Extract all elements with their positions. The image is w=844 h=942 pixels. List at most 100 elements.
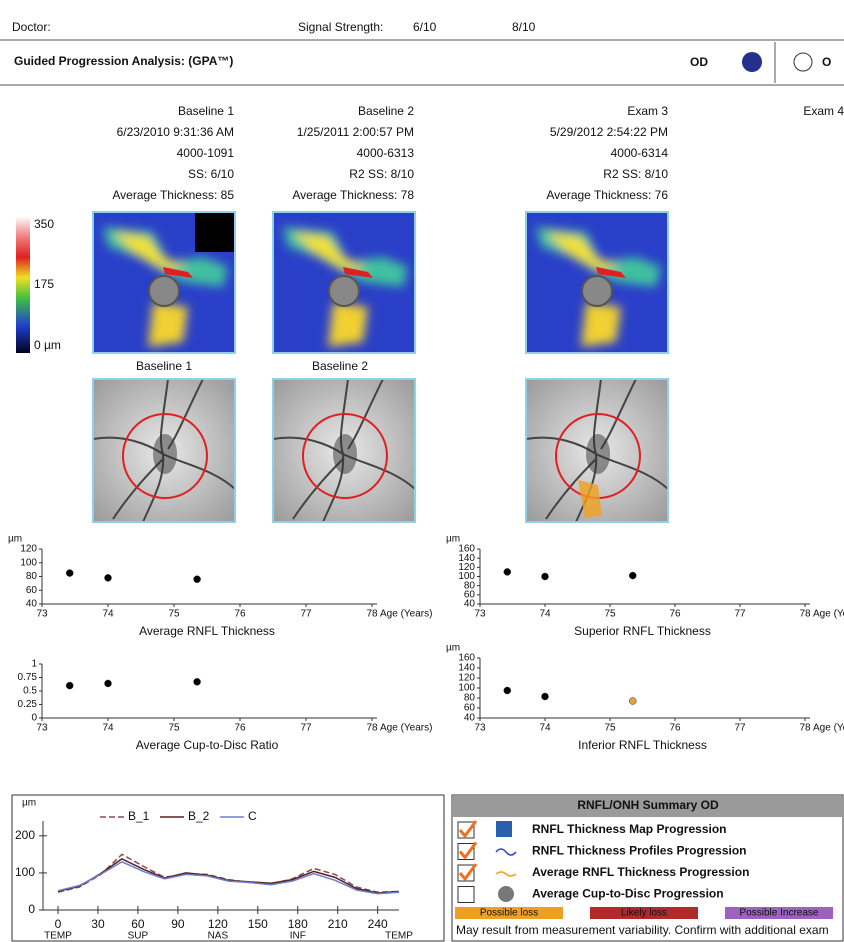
- y-tick-label: 0: [31, 713, 37, 724]
- thickness-map: [526, 212, 668, 353]
- y-tick-label: 120: [458, 562, 475, 573]
- y-tick-label: 100: [458, 571, 475, 582]
- region-label: TEMP: [44, 931, 72, 942]
- summary-title: RNFL/ONH Summary OD: [577, 798, 719, 812]
- region-label: TEMP: [385, 931, 413, 942]
- x-tick-label: 76: [234, 723, 246, 734]
- data-point: [104, 679, 112, 688]
- icon-cup: [498, 886, 514, 902]
- x-tick-label: 73: [474, 723, 486, 734]
- thickness-map: [273, 212, 415, 353]
- legend-bar: [455, 907, 563, 919]
- x-tick-label: 180: [288, 917, 308, 931]
- frame: [525, 211, 669, 354]
- profile-line: [57, 860, 400, 895]
- x-tick-label: 75: [168, 609, 180, 620]
- legend-label: B_2: [188, 809, 210, 823]
- x-tick-label: 60: [131, 917, 145, 931]
- x-axis-label: Age (Years): [813, 723, 844, 734]
- exam-info: 4000-6313: [357, 146, 415, 160]
- summary-item: RNFL Thickness Profiles Progression: [532, 844, 747, 858]
- y-tick-label: 140: [458, 663, 475, 674]
- y-axis-label: µm: [8, 534, 22, 545]
- y-tick-label: 140: [458, 553, 475, 564]
- eye-selected: OD: [690, 55, 708, 69]
- doctor-label: Doctor:: [12, 20, 51, 34]
- data-point: [629, 571, 637, 580]
- y-tick-label: 160: [458, 653, 475, 664]
- scale-label: 350: [34, 217, 54, 231]
- frame: [272, 211, 416, 354]
- y-tick-label: 160: [458, 544, 475, 555]
- legend-text: Possible loss: [480, 908, 538, 919]
- signal-label: Signal Strength:: [298, 20, 383, 34]
- data-point: [193, 678, 201, 686]
- y-tick-label: 1: [31, 659, 37, 670]
- exam-info: SS: 6/10: [188, 167, 234, 181]
- map-mask: [195, 212, 235, 252]
- frame: [92, 378, 236, 523]
- signal-value: 8/10: [512, 20, 536, 34]
- image-label: Baseline 1: [136, 359, 192, 373]
- legend-bar: [590, 907, 698, 919]
- exam-info: R2 SS: 8/10: [603, 167, 668, 181]
- progression-overlay: [578, 480, 602, 518]
- y-tick-label: 80: [26, 571, 38, 582]
- data-point: [503, 568, 512, 576]
- x-tick-label: 78: [799, 723, 811, 734]
- icon-map: [496, 821, 512, 837]
- data-point: [541, 572, 549, 581]
- y-axis-label: µm: [446, 643, 460, 654]
- x-tick-label: 30: [91, 917, 105, 931]
- x-tick-label: 77: [300, 609, 312, 620]
- scale-label: 0 µm: [34, 338, 61, 352]
- chart-title: Superior RNFL Thickness: [574, 624, 711, 638]
- y-tick-label: 100: [15, 865, 35, 879]
- y-tick-label: 0.75: [18, 672, 38, 683]
- legend-bar: [725, 907, 833, 919]
- x-tick-label: 0: [55, 917, 62, 931]
- exam-info: Average Thickness: 78: [292, 188, 414, 202]
- frame: [92, 211, 236, 354]
- x-tick-label: 77: [300, 723, 312, 734]
- frame: [525, 378, 669, 523]
- legend-label: B_1: [128, 809, 150, 823]
- x-tick-label: 73: [36, 609, 48, 620]
- y-tick-label: 80: [464, 693, 476, 704]
- exam-info: Baseline 1: [178, 104, 234, 118]
- x-axis-label: Age (Years): [813, 609, 844, 620]
- y-tick-label: 120: [458, 673, 475, 684]
- y-tick-label: 100: [458, 683, 475, 694]
- fundus-image: [272, 378, 416, 523]
- exam-info: Exam 4: [803, 104, 844, 118]
- profile-line: [57, 857, 400, 894]
- y-tick-label: 40: [464, 713, 476, 724]
- summary-item: RNFL Thickness Map Progression: [532, 822, 727, 836]
- x-tick-label: 74: [539, 609, 551, 620]
- x-tick-label: 76: [234, 609, 246, 620]
- frame: [272, 378, 416, 523]
- exam-info: 4000-1091: [177, 146, 235, 160]
- exam-info: 6/23/2010 9:31:36 AM: [117, 125, 234, 139]
- x-tick-label: 150: [248, 917, 268, 931]
- chart-title: Average Cup-to-Disc Ratio: [136, 738, 279, 752]
- x-tick-label: 78: [366, 723, 378, 734]
- x-tick-label: 75: [604, 609, 616, 620]
- exam-info: Baseline 2: [358, 104, 414, 118]
- chart-title: Inferior RNFL Thickness: [578, 738, 707, 752]
- data-point: [104, 574, 112, 582]
- region-label: INF: [290, 931, 306, 942]
- y-axis-label: µm: [446, 534, 460, 545]
- x-tick-label: 120: [208, 917, 228, 931]
- icon-profile: [495, 848, 517, 856]
- y-tick-label: 40: [464, 599, 476, 610]
- data-point: [629, 697, 637, 705]
- exam-info: 1/25/2011 2:00:57 PM: [297, 125, 414, 139]
- x-tick-label: 75: [604, 723, 616, 734]
- data-point: [503, 686, 512, 695]
- legend-label: C: [248, 809, 257, 823]
- scale-label: 175: [34, 277, 54, 291]
- x-tick-label: 73: [36, 723, 48, 734]
- summary-header: [453, 796, 843, 817]
